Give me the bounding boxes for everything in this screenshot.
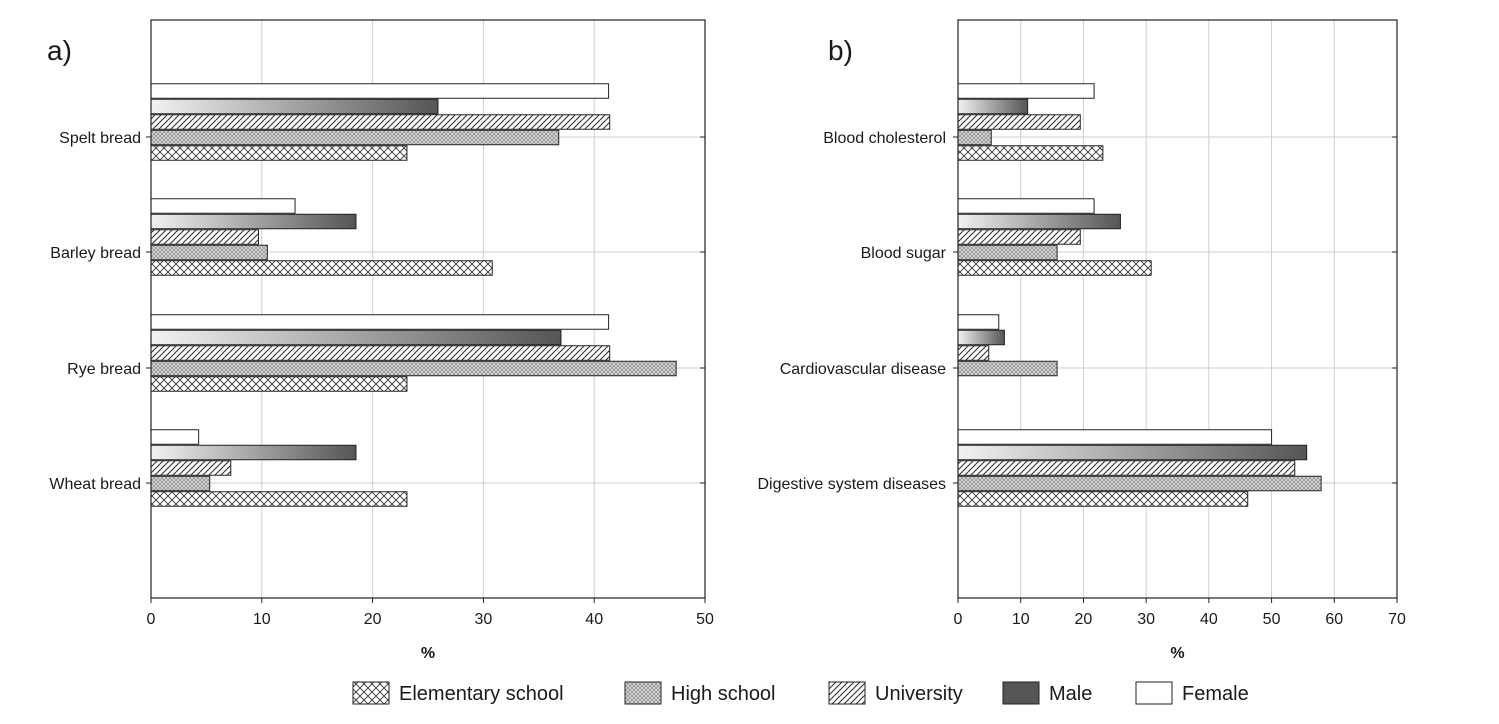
category-label: Barley bread — [50, 245, 141, 262]
bar-elementary-school — [957, 260, 1152, 276]
x-tick-label: 0 — [954, 611, 963, 628]
legend-label: High school — [671, 683, 776, 705]
bar-male — [957, 98, 1029, 115]
bar-high-school — [150, 360, 677, 377]
bar-elementary-school — [150, 145, 408, 161]
legend-swatch — [352, 681, 390, 705]
bar-high-school — [150, 244, 268, 261]
x-tick-label: 30 — [475, 611, 493, 628]
bar-high-school — [957, 129, 992, 146]
x-axis-label: % — [421, 645, 435, 662]
bar-university — [150, 229, 259, 245]
chart-panel-b: 0 10 20 30 40 50 60 70 Blood cholesterol Blood su… — [757, 19, 1406, 662]
legend-label: Elementary school — [399, 683, 564, 705]
bar-elementary-school — [150, 491, 408, 507]
bar-university — [957, 229, 1081, 245]
bar-high-school — [150, 475, 211, 492]
bar-female — [957, 314, 1000, 330]
legend-swatch — [828, 681, 866, 705]
legend-label: Male — [1049, 683, 1092, 705]
bar-university — [150, 460, 232, 476]
bar-elementary-school — [150, 376, 408, 392]
plot-border — [150, 19, 706, 599]
bar-female — [957, 198, 1095, 214]
bar-female — [150, 83, 610, 99]
x-tick-label: 10 — [253, 611, 271, 628]
bar-elementary-school — [150, 260, 493, 276]
bar-male — [150, 444, 357, 461]
bar-high-school — [957, 475, 1322, 492]
category-label: Cardiovascular disease — [780, 361, 946, 378]
x-tick-label: 70 — [1388, 611, 1406, 628]
legend-label: Female — [1182, 683, 1249, 705]
bar-elementary-school — [957, 491, 1249, 507]
bar-female — [957, 429, 1273, 445]
bar-male — [150, 329, 562, 346]
legend-label: University — [875, 683, 963, 705]
x-tick-label: 10 — [1012, 611, 1030, 628]
x-tick-label: 50 — [696, 611, 714, 628]
legend-swatch — [1002, 681, 1040, 705]
panel-label: b) — [828, 35, 853, 66]
bar-high-school — [150, 129, 560, 146]
category-label: Spelt bread — [59, 130, 141, 147]
category-label: Blood cholesterol — [823, 130, 946, 147]
bar-university — [957, 345, 990, 361]
bar-elementary-school — [957, 145, 1104, 161]
x-tick-label: 50 — [1263, 611, 1281, 628]
bar-male — [150, 98, 439, 115]
bar-university — [957, 114, 1081, 130]
legend: Elementary school High school University Ma… — [352, 681, 1249, 705]
legend-item: University — [828, 681, 963, 705]
x-tick-label: 30 — [1137, 611, 1155, 628]
category-label: Wheat bread — [49, 476, 141, 493]
x-tick-label: 40 — [1200, 611, 1218, 628]
plot-border — [957, 19, 1398, 599]
category-label: Rye bread — [67, 361, 141, 378]
bar-male — [957, 444, 1308, 461]
bar-female — [150, 314, 610, 330]
legend-item: High school — [624, 681, 776, 705]
bar-female — [150, 198, 296, 214]
x-tick-label: 0 — [147, 611, 156, 628]
x-tick-label: 60 — [1325, 611, 1343, 628]
bar-male — [957, 213, 1121, 230]
chart-panel-a: 0 10 20 30 40 50 Spelt bread Barley bread Rye br… — [47, 19, 714, 662]
legend-item: Male — [1002, 681, 1092, 705]
legend-swatch — [1135, 681, 1173, 705]
bar-high-school — [957, 244, 1058, 261]
legend-swatch — [624, 681, 662, 705]
bar-university — [150, 345, 611, 361]
x-axis-label: % — [1170, 645, 1184, 662]
legend-item: Female — [1135, 681, 1249, 705]
x-tick-label: 40 — [585, 611, 603, 628]
panel-label: a) — [47, 35, 72, 66]
bar-university — [150, 114, 611, 130]
bar-male — [150, 213, 357, 230]
category-label: Digestive system diseases — [757, 476, 946, 493]
bar-male — [957, 329, 1005, 346]
bar-university — [957, 460, 1296, 476]
category-label: Blood sugar — [861, 245, 947, 262]
x-tick-label: 20 — [364, 611, 382, 628]
x-tick-label: 20 — [1075, 611, 1093, 628]
legend-item: Elementary school — [352, 681, 564, 705]
bar-female — [957, 83, 1095, 99]
bar-female — [150, 429, 200, 445]
bar-high-school — [957, 360, 1058, 377]
